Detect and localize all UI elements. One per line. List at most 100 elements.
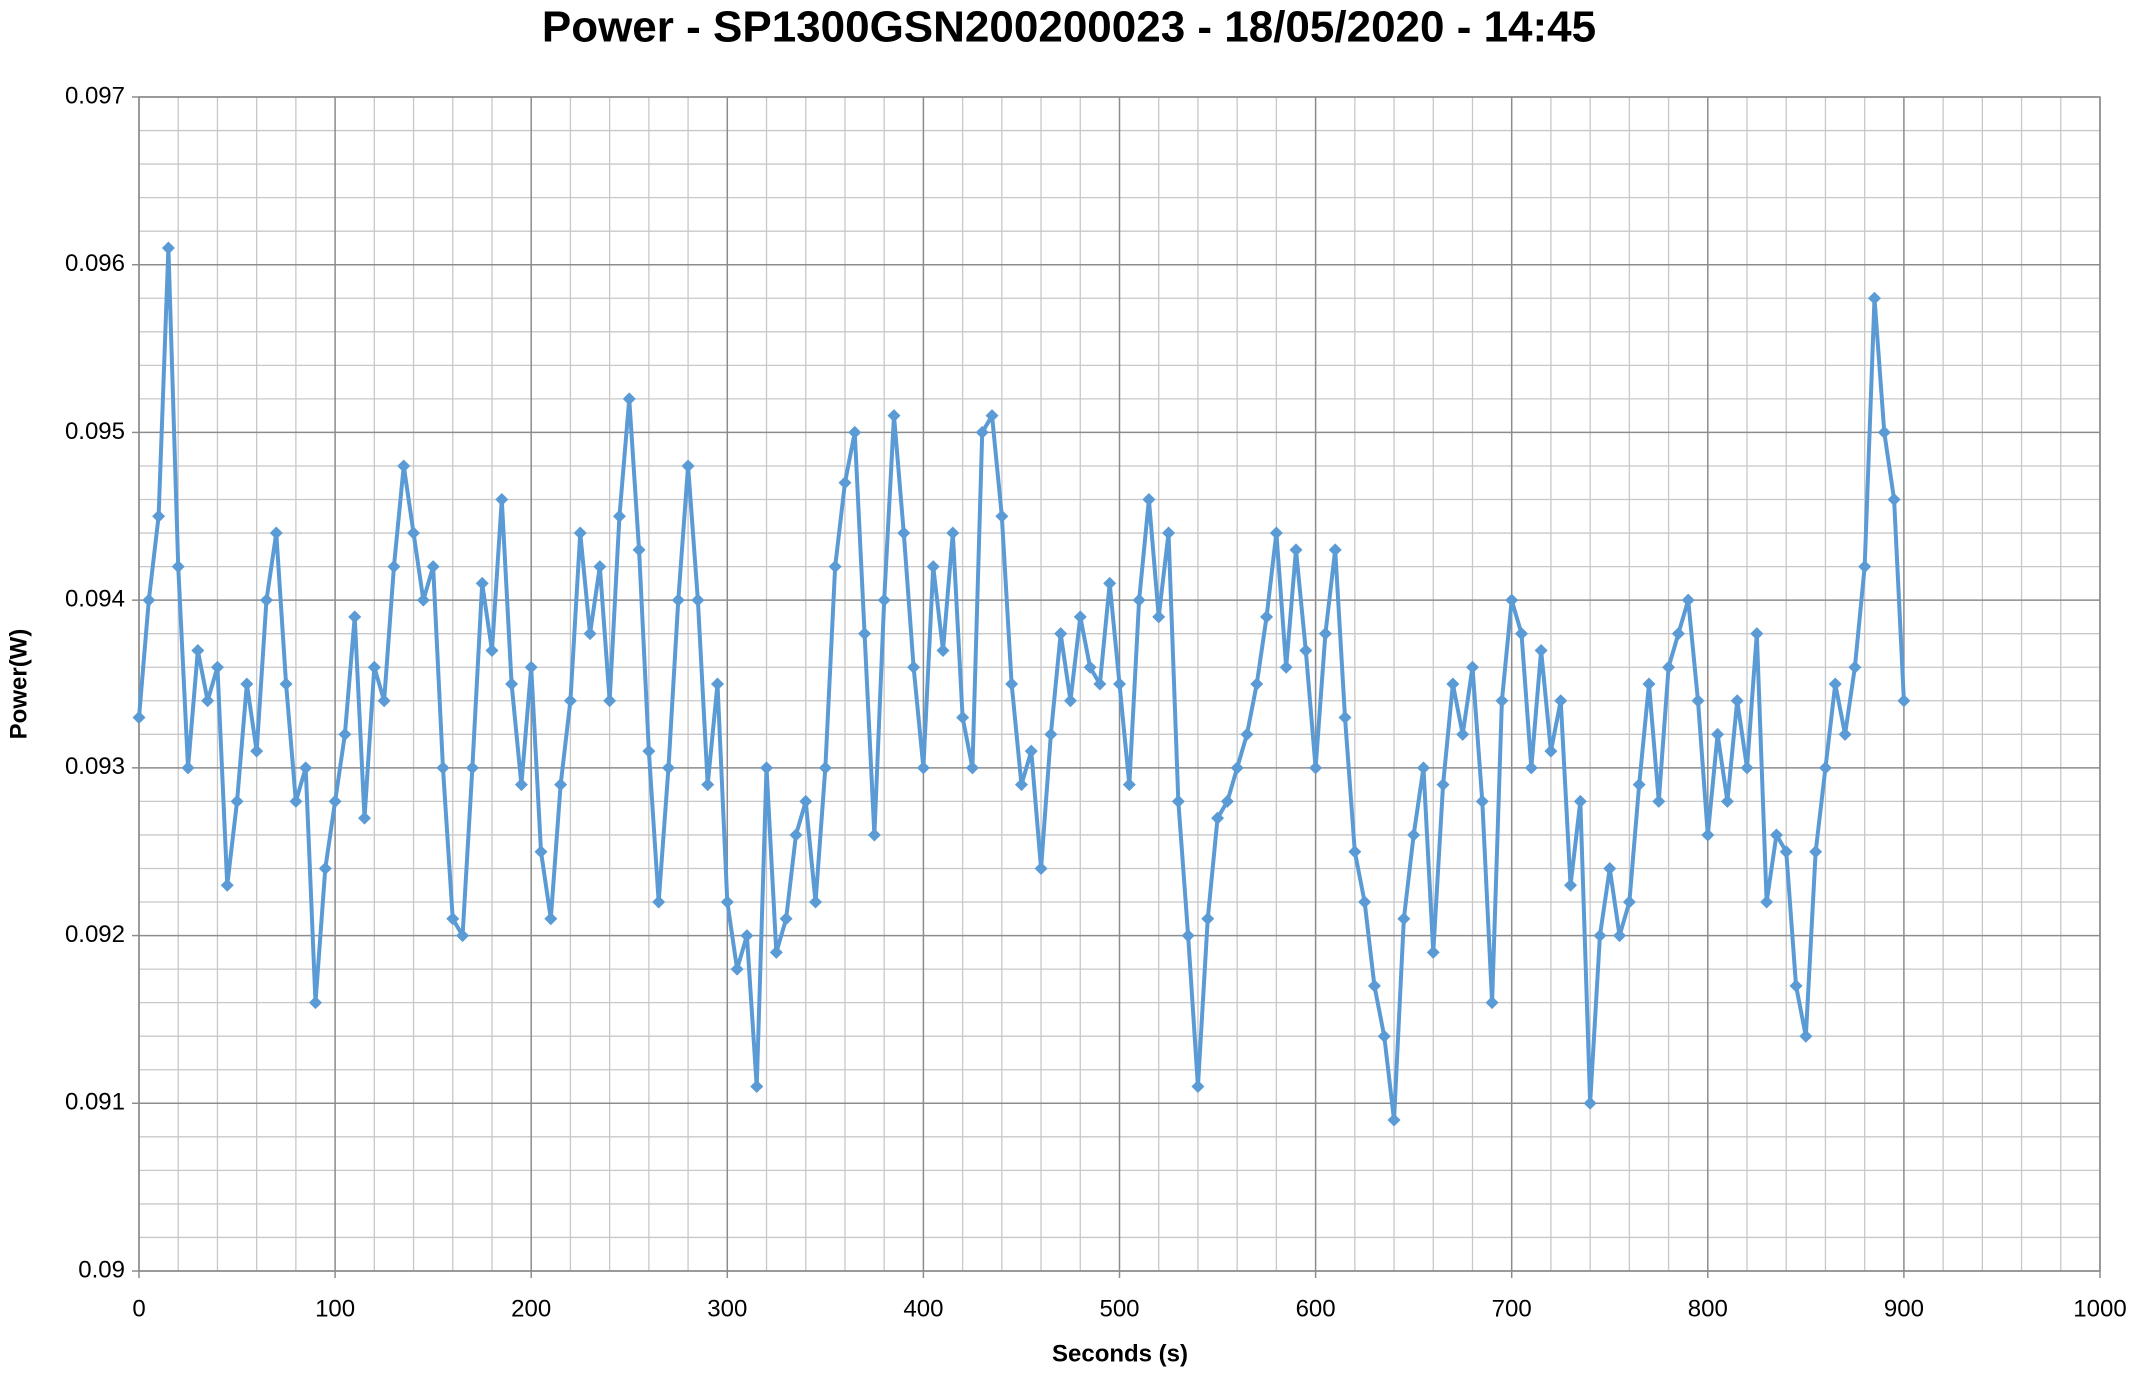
data-point	[956, 711, 970, 725]
data-point	[446, 912, 460, 926]
data-point	[877, 593, 891, 607]
y-tick-label: 0.097	[65, 82, 125, 109]
data-point	[475, 576, 489, 590]
data-point	[1162, 526, 1176, 540]
data-point	[946, 526, 960, 540]
y-tick-label: 0.095	[65, 418, 125, 445]
data-point	[1240, 727, 1254, 741]
data-point	[1191, 1080, 1205, 1094]
data-point	[544, 912, 558, 926]
data-point	[1269, 526, 1283, 540]
x-tick-label: 100	[315, 1295, 355, 1322]
y-tick-label: 0.093	[65, 753, 125, 780]
data-point	[1711, 727, 1725, 741]
data-point	[1828, 677, 1842, 691]
data-point	[1103, 576, 1117, 590]
data-point	[642, 744, 656, 758]
data-point	[318, 861, 332, 875]
x-tick-label: 0	[132, 1295, 145, 1322]
data-point	[220, 878, 234, 892]
data-point	[308, 996, 322, 1010]
data-point	[1181, 929, 1195, 943]
data-point	[632, 543, 646, 557]
data-point	[1799, 1029, 1813, 1043]
data-point	[1573, 794, 1587, 808]
data-point	[985, 409, 999, 423]
data-point	[779, 912, 793, 926]
data-point	[1613, 929, 1627, 943]
data-point	[348, 610, 362, 624]
data-point	[426, 560, 440, 574]
data-point	[1593, 929, 1607, 943]
data-point	[269, 526, 283, 540]
data-point	[887, 409, 901, 423]
data-point	[1122, 778, 1136, 792]
data-point	[828, 560, 842, 574]
data-point	[1358, 895, 1372, 909]
data-point	[710, 677, 724, 691]
data-point	[1328, 543, 1342, 557]
data-point	[661, 761, 675, 775]
data-point	[358, 811, 372, 825]
data-point	[1760, 895, 1774, 909]
data-point	[691, 593, 705, 607]
data-point	[975, 425, 989, 439]
data-point	[201, 694, 215, 708]
data-point	[142, 593, 156, 607]
x-tick-label: 600	[1296, 1295, 1336, 1322]
data-point	[289, 794, 303, 808]
data-point	[1407, 828, 1421, 842]
data-point	[1387, 1113, 1401, 1127]
data-point	[1505, 593, 1519, 607]
data-point	[161, 241, 175, 255]
data-point	[387, 560, 401, 574]
data-point	[612, 509, 626, 523]
data-point	[1152, 610, 1166, 624]
data-point	[132, 711, 146, 725]
data-point	[279, 677, 293, 691]
data-point	[1789, 979, 1803, 993]
data-point	[1250, 677, 1264, 691]
data-point	[1544, 744, 1558, 758]
data-point	[760, 761, 774, 775]
x-tick-label: 700	[1492, 1295, 1532, 1322]
y-tick-label: 0.09	[78, 1256, 125, 1283]
data-point	[250, 744, 264, 758]
data-point	[1416, 761, 1430, 775]
data-point	[554, 778, 568, 792]
data-point	[495, 493, 509, 507]
data-point	[1897, 694, 1911, 708]
data-point	[1367, 979, 1381, 993]
data-point	[210, 660, 224, 674]
data-point	[1583, 1096, 1597, 1110]
data-point	[1201, 912, 1215, 926]
data-point	[1838, 727, 1852, 741]
data-point	[1132, 593, 1146, 607]
data-point	[563, 694, 577, 708]
data-point	[1260, 610, 1274, 624]
data-point	[230, 794, 244, 808]
data-point	[240, 677, 254, 691]
data-point	[1465, 660, 1479, 674]
x-tick-label: 500	[1099, 1295, 1139, 1322]
data-point	[1034, 861, 1048, 875]
data-point	[1730, 694, 1744, 708]
data-point	[1338, 711, 1352, 725]
data-point	[1720, 794, 1734, 808]
data-point	[1867, 291, 1881, 305]
data-point	[1024, 744, 1038, 758]
y-axis-title: Power(W)	[5, 629, 32, 740]
data-point	[485, 643, 499, 657]
data-point	[1171, 794, 1185, 808]
data-point	[1809, 845, 1823, 859]
x-tick-label: 1000	[2073, 1295, 2126, 1322]
data-point	[1279, 660, 1293, 674]
data-point	[926, 560, 940, 574]
data-point	[1397, 912, 1411, 926]
data-point	[789, 828, 803, 842]
data-point	[671, 593, 685, 607]
data-point	[1534, 643, 1548, 657]
data-point	[1063, 694, 1077, 708]
x-tick-label: 200	[511, 1295, 551, 1322]
